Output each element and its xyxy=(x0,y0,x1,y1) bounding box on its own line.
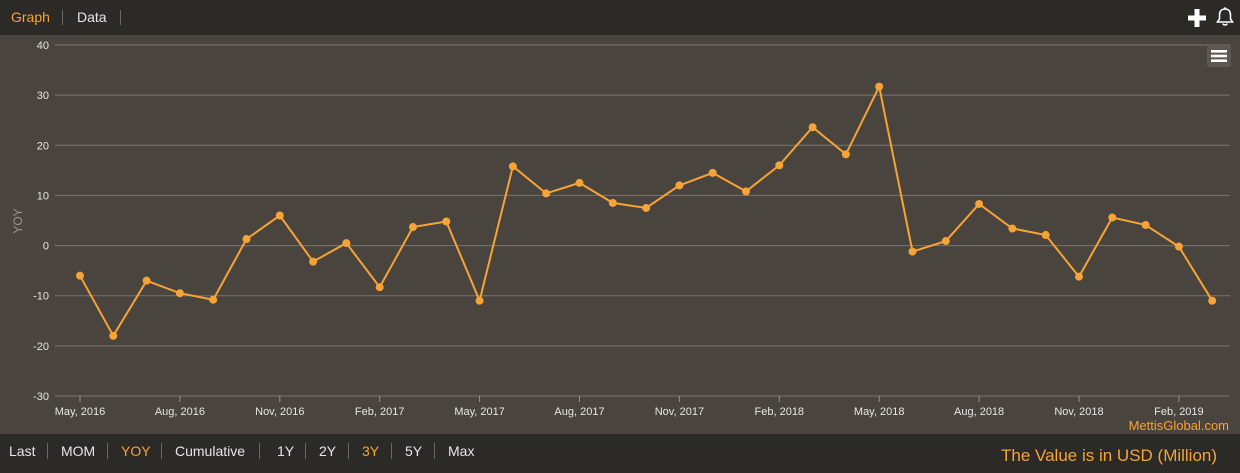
range-divider xyxy=(391,443,392,459)
data-point xyxy=(309,257,318,266)
range-1y[interactable]: 1Y xyxy=(277,443,295,459)
range-divider xyxy=(107,443,108,459)
data-point xyxy=(1075,272,1083,281)
data-point xyxy=(142,276,151,285)
chart-area: -30 -20 -10 0 10 20 30 40 YOY May, 2016 Aug, 2016 N… xyxy=(0,35,1240,434)
y-tick-label: -10 xyxy=(33,291,49,303)
data-point xyxy=(875,82,884,91)
data-point xyxy=(76,271,84,280)
data-point xyxy=(409,223,417,232)
range-yoy[interactable]: YOY xyxy=(121,443,151,459)
data-point xyxy=(542,189,551,198)
range-max[interactable]: Max xyxy=(448,443,475,459)
range-last[interactable]: Last xyxy=(9,443,36,459)
y-tick-label: 0 xyxy=(43,241,49,253)
data-point xyxy=(808,123,817,132)
y-tick-label: 20 xyxy=(37,140,49,152)
data-point xyxy=(375,283,384,292)
range-divider xyxy=(161,443,162,459)
x-tick-label: Aug, 2016 xyxy=(155,406,205,418)
data-point xyxy=(1041,231,1050,240)
y-tick-label: 30 xyxy=(37,90,49,102)
y-axis-title: YOY xyxy=(11,208,25,233)
range-mom[interactable]: MOM xyxy=(61,443,96,459)
value-unit-note: The Value is in USD (Million) xyxy=(1001,446,1218,465)
tab-graph[interactable]: Graph xyxy=(11,9,50,25)
y-tick-label: 10 xyxy=(37,190,49,202)
data-point xyxy=(242,235,251,244)
range-cumulative[interactable]: Cumulative xyxy=(175,443,246,459)
credit-text: MettisGlobal.com xyxy=(1129,418,1229,433)
x-tick-label: Feb, 2019 xyxy=(1154,406,1204,418)
data-point xyxy=(1174,242,1183,251)
x-tick-label: May, 2017 xyxy=(454,406,505,418)
data-point xyxy=(275,211,284,220)
data-point xyxy=(508,162,517,171)
x-tick-label: Nov, 2018 xyxy=(1054,406,1103,418)
range-divider xyxy=(259,443,260,459)
top-bar: Graph Data xyxy=(0,0,1240,35)
bottom-bar: Last MOM YOY Cumulative 1Y 2Y 3Y 5Y Max … xyxy=(0,434,1240,473)
data-point xyxy=(209,295,218,304)
data-point xyxy=(1208,296,1217,305)
data-point xyxy=(475,296,484,305)
data-point xyxy=(941,237,950,246)
data-point xyxy=(841,150,850,159)
data-point xyxy=(642,203,651,212)
plus-icon[interactable] xyxy=(1188,9,1206,27)
range-divider xyxy=(348,443,349,459)
range-5y[interactable]: 5Y xyxy=(405,443,423,459)
data-point xyxy=(675,181,684,190)
range-2y[interactable]: 2Y xyxy=(319,443,337,459)
hamburger-menu-icon[interactable] xyxy=(1207,45,1231,67)
data-point xyxy=(342,239,351,248)
data-point xyxy=(742,187,750,196)
yoy-line-chart: -30 -20 -10 0 10 20 30 40 YOY May, 2016 Aug, 2016 N… xyxy=(11,40,1230,433)
x-tick-label: Nov, 2017 xyxy=(655,406,704,418)
data-point xyxy=(775,161,784,170)
data-point xyxy=(175,289,184,298)
data-point xyxy=(1141,221,1150,230)
x-tick-label: Aug, 2018 xyxy=(954,406,1004,418)
data-point xyxy=(575,178,584,187)
data-point xyxy=(1008,224,1017,233)
y-tick-label: -30 xyxy=(33,391,49,403)
data-point xyxy=(109,331,118,340)
range-3y[interactable]: 3Y xyxy=(362,443,380,459)
range-divider xyxy=(305,443,306,459)
x-tick-label: Aug, 2017 xyxy=(554,406,604,418)
data-point xyxy=(708,168,717,177)
x-tick-label: May, 2016 xyxy=(55,406,106,418)
data-point xyxy=(1108,213,1117,222)
data-point xyxy=(442,217,451,226)
bell-icon[interactable] xyxy=(1216,7,1234,27)
tab-data[interactable]: Data xyxy=(77,9,107,25)
y-tick-label: 40 xyxy=(37,40,49,52)
range-divider xyxy=(434,443,435,459)
x-tick-label: Feb, 2017 xyxy=(355,406,405,418)
tab-divider xyxy=(62,10,63,25)
y-tick-label: -20 xyxy=(33,341,49,353)
x-tick-label: Nov, 2016 xyxy=(255,406,304,418)
data-point xyxy=(908,247,917,256)
x-tick-label: May, 2018 xyxy=(854,406,905,418)
data-point xyxy=(608,198,617,207)
range-divider xyxy=(47,443,48,459)
x-tick-label: Feb, 2018 xyxy=(755,406,805,418)
tab-divider xyxy=(120,10,121,25)
data-point xyxy=(975,199,984,208)
